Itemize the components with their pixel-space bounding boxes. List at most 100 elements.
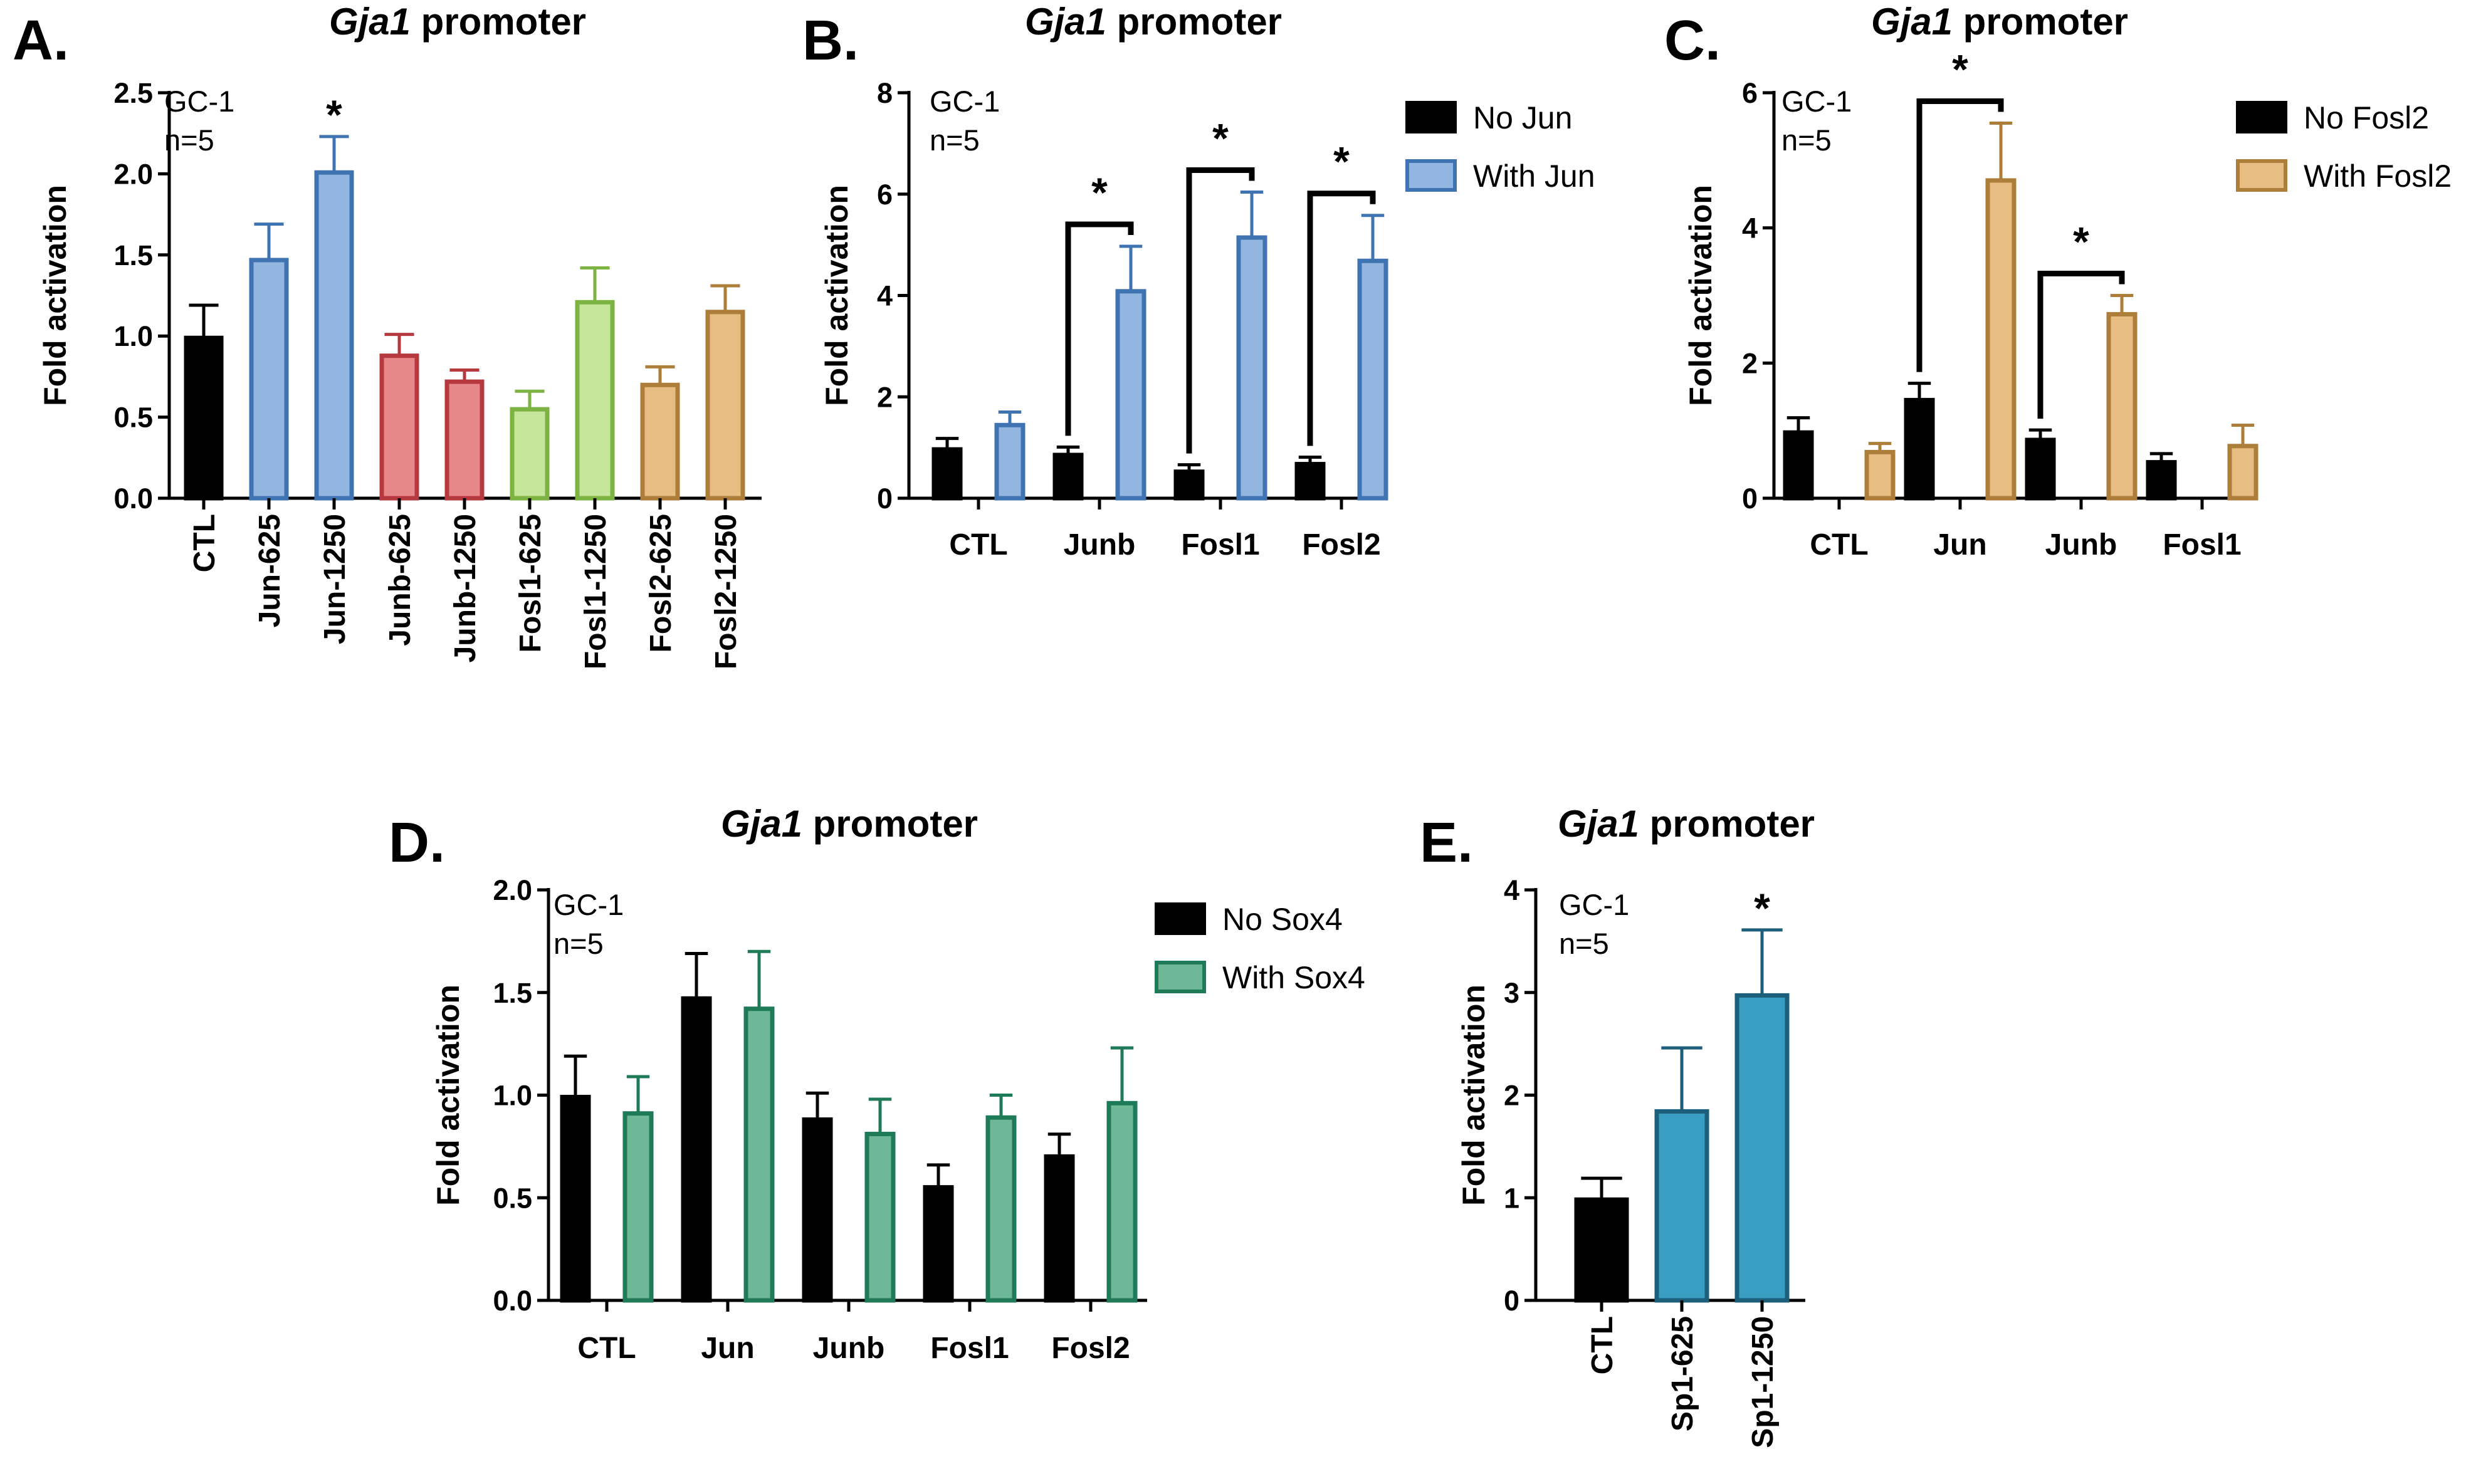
y-tick-label: 6 bbox=[877, 179, 893, 211]
x-tick-label: Sp1-1250 bbox=[1746, 1316, 1780, 1448]
significance-bracket bbox=[1065, 221, 1134, 436]
x-tick-label: Fosl2-1250 bbox=[710, 514, 743, 669]
panel-letter: B. bbox=[802, 9, 859, 72]
title-gene: Gja1 bbox=[1558, 803, 1639, 845]
title-rest: promoter bbox=[802, 803, 978, 845]
bar-with-sox4 bbox=[622, 1111, 654, 1303]
significance-bracket bbox=[2037, 271, 2125, 419]
panel-letter: E. bbox=[1420, 812, 1473, 874]
x-tick-label: Jun bbox=[1933, 528, 1986, 562]
x-tick-label: Sp1-625 bbox=[1666, 1316, 1699, 1431]
significance-star: * bbox=[1091, 169, 1108, 216]
bar-sp1-625 bbox=[1654, 1109, 1709, 1303]
bar-no-jun bbox=[1173, 469, 1205, 501]
y-tick-label: 0 bbox=[1504, 1285, 1519, 1317]
x-tick-label: Fosl1 bbox=[2163, 528, 2241, 562]
significance-star: * bbox=[1754, 885, 1770, 931]
bar-sp1-1250 bbox=[1734, 993, 1790, 1303]
x-tick-label: CTL bbox=[1586, 1316, 1619, 1374]
bar-jun-625 bbox=[249, 258, 289, 501]
x-tick-label: Jun-625 bbox=[253, 514, 286, 627]
bar-with-jun bbox=[994, 422, 1026, 501]
x-tick-label: CTL bbox=[188, 514, 221, 572]
significance-star: * bbox=[1952, 46, 1968, 93]
y-axis-label: Fold activation bbox=[1456, 985, 1491, 1206]
annotation-text: n=5 bbox=[164, 123, 214, 157]
bar-no-sox4 bbox=[681, 996, 712, 1303]
y-tick-label: 0.5 bbox=[493, 1182, 532, 1214]
x-tick-label: Fosl2-625 bbox=[644, 514, 678, 652]
title-rest: promoter bbox=[1639, 803, 1815, 845]
annotation-text: n=5 bbox=[1781, 123, 1832, 157]
x-tick-label: Fosl1 bbox=[930, 1332, 1009, 1365]
x-tick-label: Fosl1-1250 bbox=[579, 514, 612, 669]
bar-no-jun bbox=[1294, 462, 1326, 501]
panel-letter: D. bbox=[389, 812, 445, 874]
x-tick-label: CTL bbox=[577, 1332, 636, 1365]
title-rest: promoter bbox=[1106, 1, 1282, 43]
bar-with-fosl2 bbox=[2227, 444, 2259, 501]
y-axis-label: Fold activation bbox=[38, 185, 73, 406]
title-rest: promoter bbox=[411, 1, 586, 43]
legend-label: With Fosl2 bbox=[2304, 159, 2452, 194]
bar-jun-1250 bbox=[314, 170, 354, 501]
y-tick-label: 4 bbox=[1742, 212, 1758, 244]
bar-with-jun bbox=[1236, 235, 1267, 501]
bar-with-fosl2 bbox=[1985, 178, 2017, 501]
bar-ctl bbox=[1574, 1197, 1629, 1303]
y-tick-label: 3 bbox=[1504, 977, 1519, 1009]
annotation-text: GC-1 bbox=[1559, 888, 1629, 921]
bar-no-sox4 bbox=[923, 1185, 954, 1303]
y-tick-label: 2 bbox=[1504, 1080, 1519, 1112]
title-gene: Gja1 bbox=[329, 1, 411, 43]
legend-label: No Jun bbox=[1473, 100, 1572, 135]
y-tick-label: 0 bbox=[877, 483, 893, 515]
bar-with-sox4 bbox=[1106, 1100, 1138, 1303]
annotation-text: n=5 bbox=[1559, 927, 1609, 960]
legend-label: No Sox4 bbox=[1222, 902, 1343, 937]
x-tick-label: CTL bbox=[1810, 528, 1868, 562]
y-tick-label: 0 bbox=[1742, 483, 1758, 515]
y-tick-label: 1.0 bbox=[113, 320, 153, 352]
chart-title: Gja1 promoter bbox=[721, 803, 978, 845]
significance-bracket bbox=[1307, 191, 1376, 446]
panel-letter: C. bbox=[1664, 9, 1721, 72]
annotation-text: GC-1 bbox=[164, 85, 234, 118]
bar-no-jun bbox=[931, 447, 963, 501]
significance-star: * bbox=[326, 91, 342, 138]
panel-a: A. Gja1 promoter Fold activation 0.0 0.5 1.0 1… bbox=[13, 1, 762, 669]
x-tick-label: Junb bbox=[813, 1332, 885, 1365]
significance-star: * bbox=[1333, 138, 1350, 185]
bar-fosl2-1250 bbox=[705, 310, 745, 501]
bar-no-sox4 bbox=[1044, 1154, 1075, 1303]
panel-e: E. Gja1 promoter Fold activation 0 1 2 3 4 GC-1 n… bbox=[1420, 803, 1815, 1448]
y-tick-label: 0.5 bbox=[113, 402, 153, 434]
significance-bracket bbox=[1186, 167, 1255, 454]
legend-label: With Sox4 bbox=[1222, 960, 1365, 995]
bar-no-sox4 bbox=[802, 1117, 833, 1303]
panel-letter: A. bbox=[13, 9, 69, 72]
legend-swatch bbox=[1405, 159, 1457, 192]
y-tick-label: 2.0 bbox=[113, 158, 153, 190]
x-tick-label: Junb-1250 bbox=[449, 514, 482, 662]
annotation-text: n=5 bbox=[553, 927, 604, 960]
y-tick-label: 8 bbox=[877, 77, 893, 109]
panel-c: C. Gja1 promoter Fold activation 0 2 4 6 GC-1 n=… bbox=[1664, 1, 2452, 562]
annotation-text: n=5 bbox=[930, 123, 980, 157]
title-gene: Gja1 bbox=[721, 803, 802, 845]
bar-with-fosl2 bbox=[1864, 449, 1896, 501]
y-tick-label: 1.0 bbox=[493, 1080, 532, 1112]
annotation-text: GC-1 bbox=[930, 85, 1000, 118]
y-tick-label: 2 bbox=[877, 381, 893, 413]
bar-fosl2-625 bbox=[640, 382, 680, 501]
y-axis-label: Fold activation bbox=[431, 985, 466, 1206]
y-axis-label: Fold activation bbox=[1683, 185, 1718, 406]
x-tick-label: Jun-1250 bbox=[318, 514, 352, 644]
bar-junb-625 bbox=[379, 353, 419, 501]
legend-swatch bbox=[1405, 101, 1457, 133]
bar-no-fosl2 bbox=[2146, 460, 2177, 501]
bar-ctl bbox=[184, 335, 224, 501]
x-tick-label: Jun bbox=[701, 1332, 754, 1365]
bar-no-fosl2 bbox=[1904, 397, 1935, 501]
